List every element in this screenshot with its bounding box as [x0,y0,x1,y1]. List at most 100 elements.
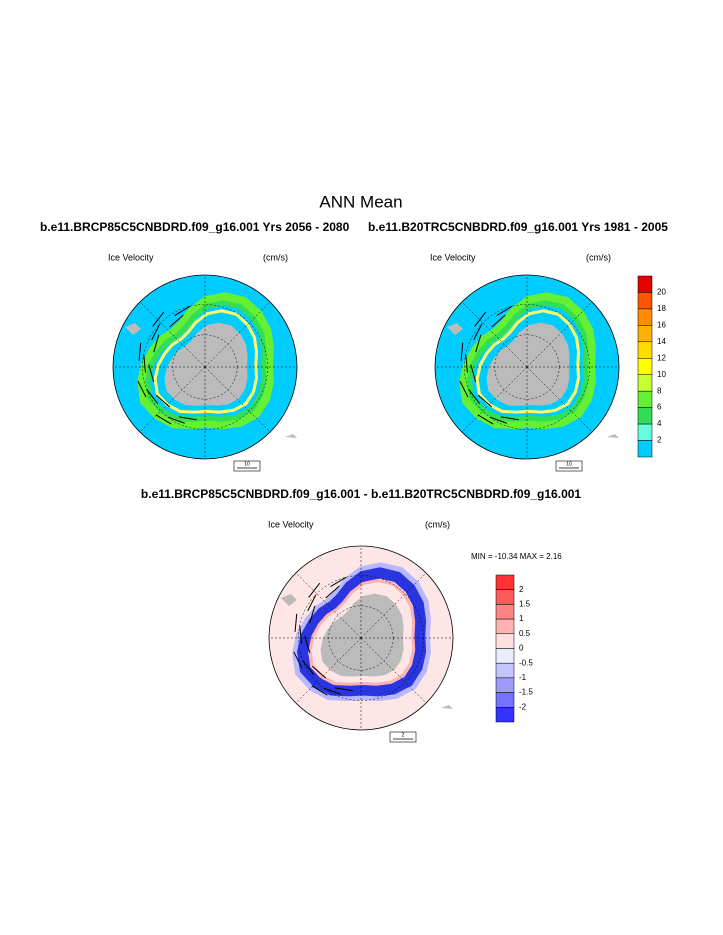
ice-vector [323,687,341,695]
panel-heading: b.e11.BRCP85C5CNBDRD.f09_g16.001 Yrs 205… [40,220,350,234]
ice-vector [500,416,519,421]
ice-vector [153,334,160,353]
ice-vector [155,414,172,425]
colorbar-label: 12 [657,353,666,362]
colorbar-box [637,390,653,408]
parallel [464,304,590,430]
colorbar-box [495,618,515,635]
colorbar-box [495,707,515,723]
ice-vector [311,685,328,696]
antarctica [320,593,404,677]
meridian [360,572,427,639]
ice-vector [473,323,483,341]
meridian [526,301,593,368]
ice-change-inner [308,578,416,686]
reference-box [389,731,417,743]
parallel [494,334,560,400]
colorbar-label: 18 [657,304,666,313]
reference-label: 2 [402,732,405,738]
colorbar-box [495,677,515,693]
ice-vector [138,342,142,361]
panel-heading: b.e11.BRCP85C5CNBDRD.f09_g16.001 - b.e11… [141,487,582,501]
ice-fast [144,300,267,422]
ice-vector [311,665,327,679]
ice-vector [174,305,191,316]
parallel [142,304,268,430]
ice-change-ring [297,567,427,697]
reference-box [555,460,583,472]
colorbar-label: 0.5 [519,629,531,638]
colorbar-box [637,292,653,310]
colorbar-label: 0 [519,644,524,653]
ice-vector [459,380,469,398]
ice-vector [169,314,184,328]
ice-vector [302,660,315,675]
colorbar-box [637,325,653,343]
ice-vector [325,585,340,599]
ice-vector [491,314,506,328]
reference-label: 10 [566,461,572,467]
colorbar-label: 1.5 [519,600,531,609]
colorbar-label: 2 [519,585,524,594]
field-label: Ice Velocity [430,252,476,262]
colorbar-label: 14 [657,337,666,346]
colorbar-box [495,589,515,605]
colorbar-label: 6 [657,403,662,412]
field-label: Ice Velocity [268,519,314,529]
ice-vector [152,311,165,327]
colorbar-label: 16 [657,320,666,329]
antarctica [164,322,248,406]
ice-vector [460,342,464,361]
ice-vector [477,414,494,425]
units-label: (cm/s) [425,519,450,529]
parallel [298,575,424,701]
colorbar-label: -0.5 [519,658,533,667]
colorbar-label: 20 [657,288,666,297]
meridian [139,301,206,368]
colorbar-box [637,358,653,375]
ice-vector [308,582,321,598]
parallel [328,605,394,671]
ice-vector [489,416,507,424]
panel-heading: b.e11.B20TRC5CNBDRD.f09_g16.001 Yrs 1981… [368,220,668,234]
units-label: (cm/s) [586,252,611,262]
ice-edge [459,292,596,430]
meridian [461,301,528,368]
colorbar-label: 10 [657,370,666,379]
meridian [204,366,271,433]
ice-vector [465,354,468,373]
meridian [461,366,528,433]
ice-vector [146,389,159,404]
colorbar-box [637,440,653,458]
meridian [204,301,271,368]
meridian [139,366,206,433]
colorbar-label: 1 [519,614,524,623]
colorbar-label: 2 [657,436,662,445]
ice-vector [477,394,493,408]
meridian [526,366,593,433]
ice-slow [475,309,581,414]
ice-vector [468,389,481,404]
colorbar-box [495,633,515,649]
colorbar-label: -1.5 [519,688,533,697]
ice-vector [334,687,353,692]
ice-vector [309,605,316,624]
meridian [295,572,362,639]
antarctica [486,322,570,406]
figure-title: ANN Mean [319,192,402,211]
ice-vector [307,594,317,612]
colorbar-box [495,662,515,679]
colorbar-box [637,275,653,293]
colorbar-box [637,341,653,359]
ice-edge [137,292,274,430]
ice-slow [153,309,259,414]
ice-vector [293,651,303,669]
ice-vector [330,576,347,587]
colorbar-box [495,692,515,708]
reference-label: 10 [244,461,250,467]
ice-vector [496,305,513,316]
ice-fast [466,300,589,422]
colorbar-box [637,423,653,441]
